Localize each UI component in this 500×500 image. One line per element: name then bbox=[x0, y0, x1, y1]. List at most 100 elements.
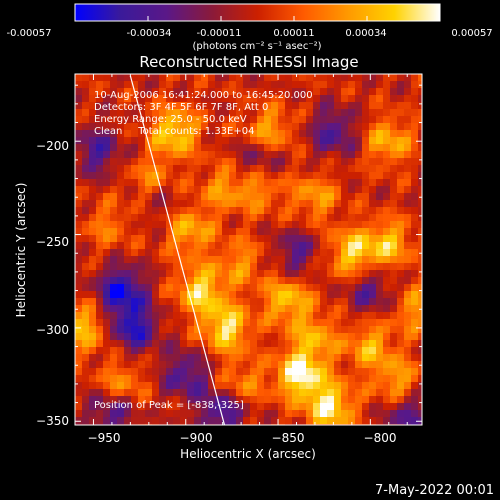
heatmap-cell bbox=[390, 256, 398, 264]
heatmap-cell bbox=[257, 340, 265, 348]
heatmap-cell bbox=[89, 214, 97, 222]
heatmap-cell bbox=[229, 88, 237, 96]
heatmap-cell bbox=[264, 263, 272, 271]
heatmap-cell bbox=[194, 102, 202, 110]
heatmap-cell bbox=[201, 102, 209, 110]
heatmap-cell bbox=[327, 305, 335, 313]
heatmap-cell bbox=[166, 389, 174, 397]
heatmap-cell bbox=[124, 186, 132, 194]
heatmap-cell bbox=[236, 389, 244, 397]
heatmap-cell bbox=[292, 270, 300, 278]
heatmap-cell bbox=[110, 354, 118, 362]
heatmap-cell bbox=[159, 74, 167, 82]
heatmap-cell bbox=[131, 130, 139, 138]
heatmap-cell bbox=[334, 172, 342, 180]
heatmap-cell bbox=[264, 298, 272, 306]
heatmap-cell bbox=[306, 291, 314, 299]
heatmap-cell bbox=[264, 102, 272, 110]
heatmap-cell bbox=[124, 235, 132, 243]
heatmap-cell bbox=[341, 130, 349, 138]
heatmap-cell bbox=[138, 242, 146, 250]
heatmap-cell bbox=[390, 368, 398, 376]
heatmap-cell bbox=[250, 144, 258, 152]
heatmap-cell bbox=[390, 200, 398, 208]
heatmap-cell bbox=[369, 291, 377, 299]
heatmap-cell bbox=[299, 74, 307, 82]
heatmap-cell bbox=[180, 172, 188, 180]
heatmap-cell bbox=[222, 410, 230, 418]
heatmap-cell bbox=[222, 123, 230, 131]
heatmap-cell bbox=[138, 361, 146, 369]
heatmap-cell bbox=[124, 298, 132, 306]
heatmap-cell bbox=[390, 172, 398, 180]
heatmap-cell bbox=[299, 235, 307, 243]
heatmap-cell bbox=[341, 193, 349, 201]
heatmap-cell bbox=[341, 305, 349, 313]
heatmap-cell bbox=[215, 298, 223, 306]
heatmap-cell bbox=[180, 354, 188, 362]
heatmap-cell bbox=[215, 102, 223, 110]
heatmap-cell bbox=[117, 88, 125, 96]
heatmap-cell bbox=[369, 144, 377, 152]
heatmap-cell bbox=[327, 340, 335, 348]
heatmap-cell bbox=[180, 305, 188, 313]
heatmap-cell bbox=[299, 242, 307, 250]
heatmap-cell bbox=[355, 375, 363, 383]
heatmap-cell bbox=[229, 130, 237, 138]
heatmap-cell bbox=[89, 354, 97, 362]
heatmap-cell bbox=[355, 396, 363, 404]
heatmap-cell bbox=[250, 298, 258, 306]
heatmap-cell bbox=[397, 305, 405, 313]
heatmap-cell bbox=[383, 214, 391, 222]
heatmap-cell bbox=[376, 200, 384, 208]
heatmap-cell bbox=[327, 291, 335, 299]
heatmap-cell bbox=[369, 333, 377, 341]
heatmap-cell bbox=[292, 88, 300, 96]
heatmap-cell bbox=[397, 354, 405, 362]
heatmap-cell bbox=[362, 172, 370, 180]
heatmap-cell bbox=[124, 242, 132, 250]
heatmap-cell bbox=[257, 326, 265, 334]
heatmap-cell bbox=[348, 158, 356, 166]
heatmap-cell bbox=[75, 88, 83, 96]
heatmap-cell bbox=[166, 396, 174, 404]
heatmap-cell bbox=[376, 396, 384, 404]
heatmap-cell bbox=[348, 382, 356, 390]
heatmap-cell bbox=[89, 312, 97, 320]
heatmap-cell bbox=[411, 270, 419, 278]
heatmap-cell bbox=[313, 242, 321, 250]
heatmap-cell bbox=[369, 284, 377, 292]
heatmap-cell bbox=[201, 228, 209, 236]
heatmap-cell bbox=[82, 368, 90, 376]
heatmap-cell bbox=[110, 130, 118, 138]
heatmap-cell bbox=[201, 291, 209, 299]
heatmap-cell bbox=[418, 179, 422, 187]
heatmap-cell bbox=[383, 326, 391, 334]
heatmap-cell bbox=[180, 207, 188, 215]
heatmap-cell bbox=[75, 144, 83, 152]
heatmap-cell bbox=[341, 403, 349, 411]
heatmap-cell bbox=[348, 284, 356, 292]
heatmap-cell bbox=[306, 284, 314, 292]
heatmap-cell bbox=[362, 347, 370, 355]
heatmap-cell bbox=[250, 333, 258, 341]
heatmap-cell bbox=[173, 200, 181, 208]
heatmap-cell bbox=[341, 347, 349, 355]
heatmap-cell bbox=[355, 242, 363, 250]
heatmap-cell bbox=[215, 123, 223, 131]
heatmap-cell bbox=[187, 403, 195, 411]
heatmap-cell bbox=[355, 340, 363, 348]
heatmap-cell bbox=[383, 347, 391, 355]
heatmap-cell bbox=[264, 130, 272, 138]
heatmap-cell bbox=[355, 389, 363, 397]
heatmap-cell bbox=[418, 354, 422, 362]
heatmap-cell bbox=[334, 228, 342, 236]
heatmap-cell bbox=[194, 81, 202, 89]
heatmap-cell bbox=[201, 193, 209, 201]
heatmap-cell bbox=[285, 312, 293, 320]
heatmap-cell bbox=[159, 81, 167, 89]
heatmap-cell bbox=[418, 319, 422, 327]
heatmap-cell bbox=[208, 74, 216, 82]
heatmap-cell bbox=[110, 333, 118, 341]
heatmap-cell bbox=[82, 396, 90, 404]
